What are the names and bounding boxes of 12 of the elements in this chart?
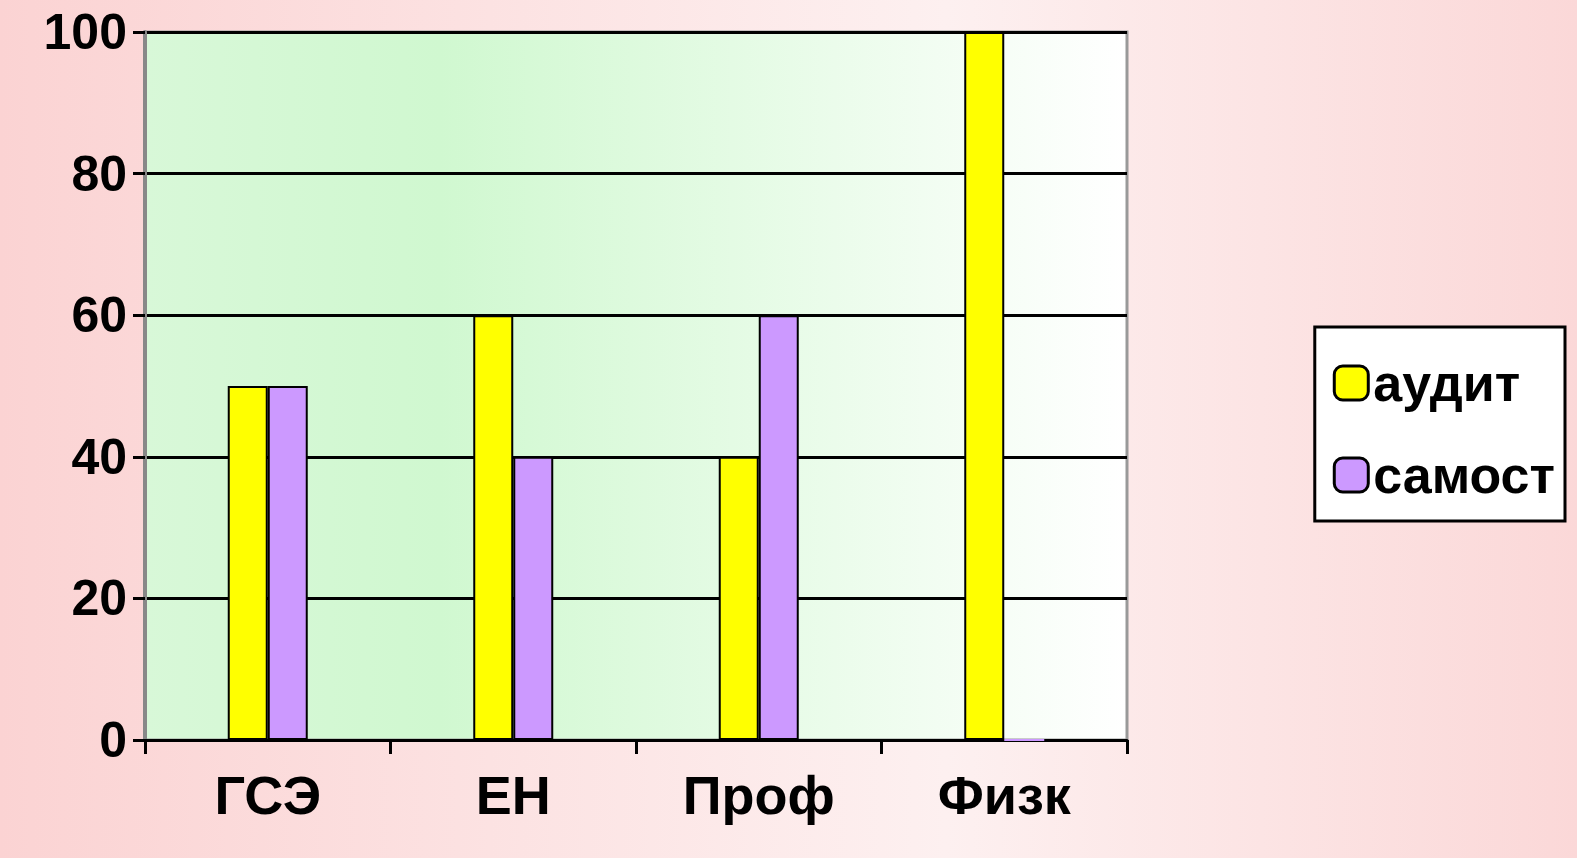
y-tick-label: 0: [99, 712, 127, 768]
y-tick-label: 60: [71, 287, 127, 344]
legend-label: аудит: [1373, 354, 1521, 412]
legend-label: самост: [1373, 446, 1556, 504]
y-tick-label: 20: [71, 570, 127, 627]
x-tick-label: ГСЭ: [214, 765, 322, 825]
x-tick-label: Проф: [682, 765, 835, 825]
y-tick-label: 80: [71, 145, 127, 202]
x-tick-label: ЕН: [475, 765, 551, 825]
x-tick-label: Физк: [937, 765, 1072, 825]
y-tick-label: 40: [71, 428, 127, 485]
y-tick-label: 100: [43, 4, 127, 60]
